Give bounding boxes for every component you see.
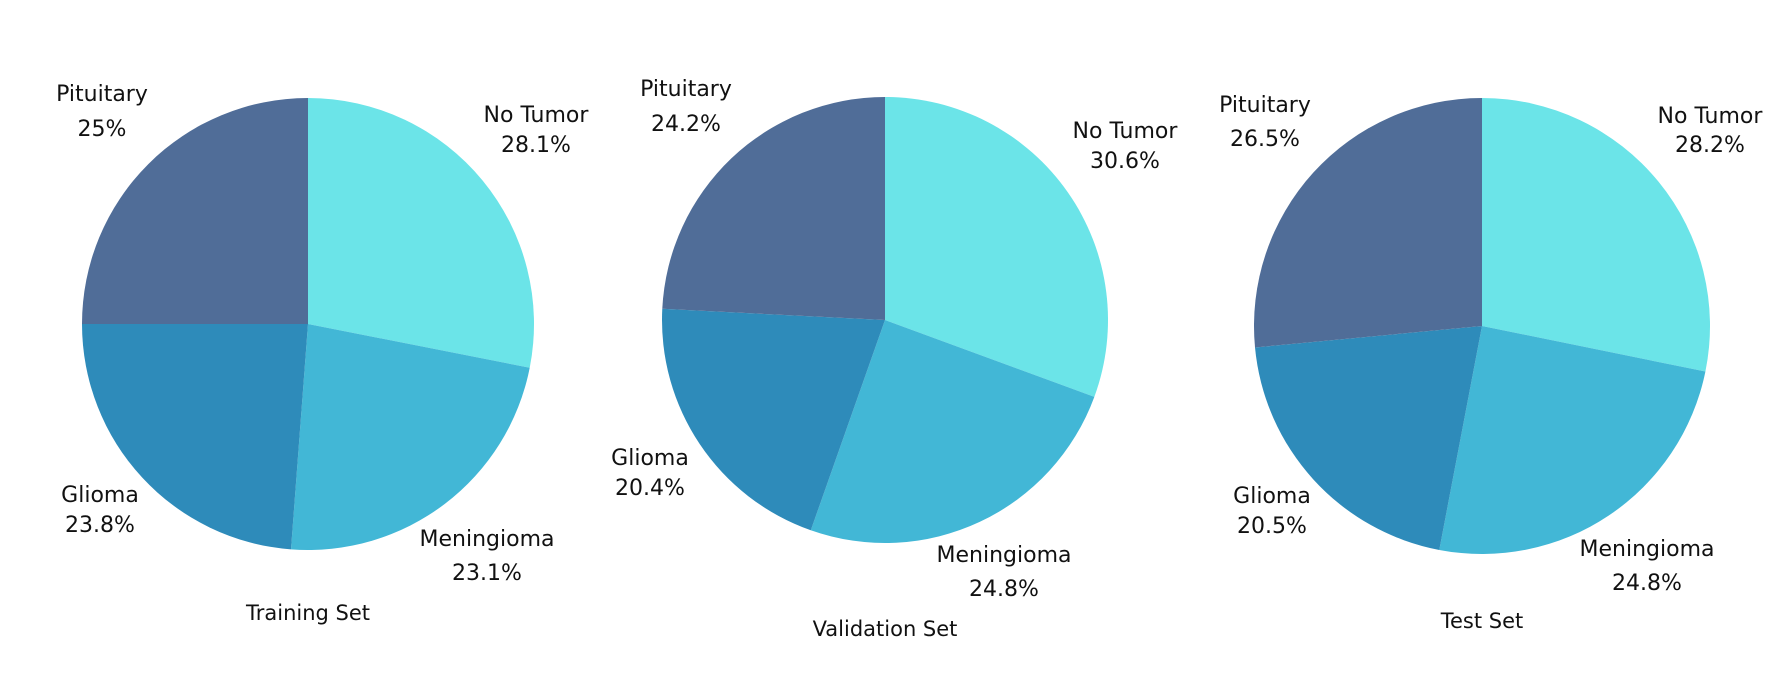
pie-slice-pituitary	[82, 98, 308, 324]
slice-label-glioma: Glioma	[61, 483, 139, 508]
pie-slice-no-tumor	[308, 97, 535, 368]
training-set-pie: No Tumor 28.1% Meningioma 23.1% Glioma 23.8% P…	[56, 82, 589, 625]
pie-slice-meningioma	[810, 320, 1095, 544]
slice-label-no-tumor: No Tumor	[1073, 119, 1179, 144]
pie-slice-meningioma	[290, 324, 530, 551]
slice-value-no-tumor: 28.1%	[501, 133, 571, 158]
pie-slice-pituitary	[1253, 98, 1482, 348]
slice-value-meningioma: 24.8%	[1612, 571, 1682, 596]
slice-label-meningioma: Meningioma	[937, 543, 1072, 568]
chart-caption: Test Set	[1440, 609, 1524, 633]
slice-value-glioma: 23.8%	[65, 513, 135, 538]
slice-label-meningioma: Meningioma	[1580, 537, 1715, 562]
slice-value-pituitary: 24.2%	[651, 112, 721, 137]
slice-value-pituitary: 26.5%	[1230, 127, 1300, 152]
slice-value-pituitary: 25%	[78, 117, 127, 142]
slice-label-glioma: Glioma	[1233, 484, 1311, 509]
slice-label-pituitary: Pituitary	[1219, 93, 1311, 118]
slice-value-meningioma: 23.1%	[452, 561, 522, 586]
slice-label-glioma: Glioma	[611, 446, 689, 471]
pie-slice-glioma	[1255, 326, 1482, 550]
pie-slice-pituitary	[662, 97, 885, 320]
pie-slice-glioma	[82, 324, 308, 550]
pie-slice-glioma	[661, 308, 885, 531]
slice-value-no-tumor: 28.2%	[1675, 133, 1745, 158]
pie-slice-meningioma	[1439, 326, 1706, 554]
pie-slice-no-tumor	[1482, 98, 1711, 372]
slice-label-no-tumor: No Tumor	[484, 103, 590, 128]
chart-caption: Training Set	[245, 601, 370, 625]
slice-label-no-tumor: No Tumor	[1658, 104, 1764, 129]
chart-caption: Validation Set	[813, 617, 958, 641]
test-set-pie: No Tumor 28.2% Meningioma 24.8% Glioma 20.5% P…	[1219, 93, 1763, 633]
slice-label-pituitary: Pituitary	[56, 82, 148, 107]
validation-set-pie: No Tumor 30.6% Meningioma 24.8% Glioma 20.4% P…	[611, 77, 1178, 641]
slice-value-glioma: 20.5%	[1237, 514, 1307, 539]
slice-value-meningioma: 24.8%	[969, 577, 1039, 602]
slice-value-no-tumor: 30.6%	[1090, 149, 1160, 174]
slice-label-pituitary: Pituitary	[640, 77, 732, 102]
slice-label-meningioma: Meningioma	[420, 527, 555, 552]
pie-slice-no-tumor	[885, 96, 1109, 397]
slice-value-glioma: 20.4%	[615, 476, 685, 501]
